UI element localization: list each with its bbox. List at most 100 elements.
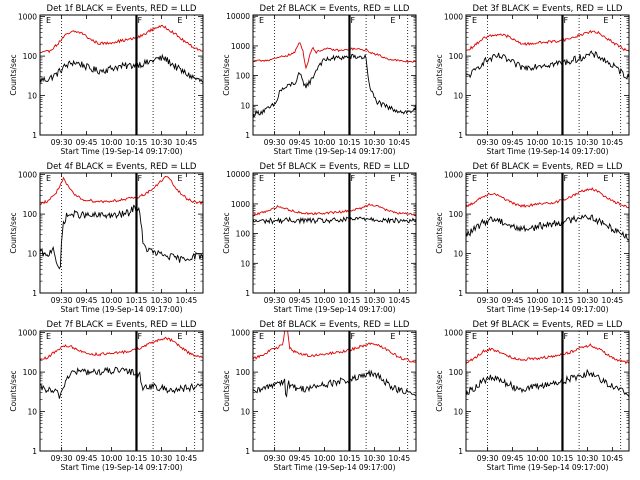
- x-axis-label: Start Time (19-Sep-14 09:17:00): [61, 147, 183, 156]
- series-line-lld: [253, 204, 416, 216]
- panel-title: Det 3f BLACK = Events, RED = LLD: [473, 4, 623, 14]
- x-tick-label: 09:30: [264, 296, 286, 305]
- y-tick-label: 100: [236, 230, 251, 239]
- x-tick-label: 10:15: [339, 138, 361, 147]
- y-tick-label: 100: [449, 210, 464, 219]
- plot-frame: [466, 331, 629, 451]
- y-tick-label: 10: [27, 408, 37, 417]
- x-tick-label: 10:00: [527, 138, 549, 147]
- x-axis-label: Start Time (19-Sep-14 09:17:00): [487, 463, 609, 472]
- x-tick-label: 09:45: [76, 454, 98, 463]
- y-tick-label: 1: [245, 289, 250, 298]
- y-tick-label: 1: [32, 447, 37, 456]
- y-axis-label: Counts/sec: [435, 54, 444, 95]
- series-line-lld: [466, 188, 629, 208]
- event-marker-label: E: [603, 332, 608, 341]
- panel-1: Det 1f BLACK = Events, RED = LLD E F E 09:30…: [9, 4, 203, 156]
- plot-frame: [40, 331, 203, 451]
- x-tick-label: 09:45: [289, 296, 311, 305]
- panel-2: Det 2f BLACK = Events, RED = LLD E F E 09:30…: [222, 4, 416, 156]
- x-tick-label: 10:45: [389, 138, 411, 147]
- series-line-events: [253, 371, 416, 396]
- x-axis-label: Start Time (19-Sep-14 09:17:00): [274, 463, 396, 472]
- y-tick-label: 100: [449, 52, 464, 61]
- x-tick-label: 10:00: [101, 454, 123, 463]
- plot-frame: [466, 173, 629, 293]
- event-marker-label: E: [46, 16, 51, 25]
- y-axis-label: Counts/sec: [222, 54, 231, 95]
- event-marker-label: E: [472, 16, 477, 25]
- event-marker-label: F: [563, 16, 568, 25]
- y-tick-label: 10: [453, 408, 463, 417]
- x-tick-label: 10:45: [176, 138, 198, 147]
- y-tick-label: 10: [453, 250, 463, 259]
- x-axis-label: Start Time (19-Sep-14 09:17:00): [274, 305, 396, 314]
- x-tick-label: 10:15: [552, 296, 574, 305]
- y-tick-label: 1000: [231, 200, 250, 209]
- y-tick-label: 1: [245, 447, 250, 456]
- x-tick-label: 10:45: [602, 454, 624, 463]
- series-line-events: [253, 217, 416, 223]
- x-tick-label: 09:45: [502, 454, 524, 463]
- event-marker-label: E: [390, 174, 395, 183]
- x-tick-label: 10:30: [364, 296, 386, 305]
- x-tick-label: 10:30: [151, 138, 173, 147]
- series-line-events: [466, 215, 629, 240]
- y-tick-label: 1000: [231, 329, 250, 338]
- x-tick-label: 10:00: [527, 454, 549, 463]
- x-tick-label: 09:30: [477, 296, 499, 305]
- y-tick-label: 1: [458, 447, 463, 456]
- y-tick-label: 10000: [226, 170, 250, 179]
- y-tick-label: 10: [453, 92, 463, 101]
- event-marker-label: E: [177, 174, 182, 183]
- event-marker-label: E: [603, 174, 608, 183]
- x-axis-label: Start Time (19-Sep-14 09:17:00): [61, 463, 183, 472]
- y-tick-label: 100: [449, 368, 464, 377]
- x-tick-label: 09:30: [264, 138, 286, 147]
- x-tick-label: 10:30: [577, 296, 599, 305]
- panel-3: Det 3f BLACK = Events, RED = LLD E F E 09:30…: [435, 4, 629, 156]
- panel-title: Det 8f BLACK = Events, RED = LLD: [260, 320, 410, 330]
- y-tick-label: 100: [236, 72, 251, 81]
- y-tick-label: 1: [458, 131, 463, 140]
- y-tick-label: 1: [32, 289, 37, 298]
- event-marker-label: F: [350, 16, 355, 25]
- y-axis-label: Counts/sec: [9, 370, 18, 411]
- x-axis-label: Start Time (19-Sep-14 09:17:00): [487, 305, 609, 314]
- plot-frame: [466, 15, 629, 135]
- y-tick-label: 1: [458, 289, 463, 298]
- series-line-events: [466, 370, 629, 397]
- y-tick-label: 10: [240, 101, 250, 110]
- series-line-events: [40, 205, 203, 268]
- y-tick-label: 1000: [444, 13, 463, 22]
- plot-frame: [253, 15, 416, 135]
- y-axis-label: Counts/sec: [222, 370, 231, 411]
- y-tick-label: 1: [32, 131, 37, 140]
- x-tick-label: 09:30: [477, 138, 499, 147]
- event-marker-label: F: [563, 332, 568, 341]
- y-axis-label: Counts/sec: [435, 212, 444, 253]
- event-marker-label: F: [137, 16, 142, 25]
- panel-title: Det 7f BLACK = Events, RED = LLD: [47, 320, 197, 330]
- x-tick-label: 09:45: [289, 138, 311, 147]
- x-tick-label: 10:30: [577, 454, 599, 463]
- x-tick-label: 10:30: [151, 296, 173, 305]
- y-axis-label: Counts/sec: [9, 54, 18, 95]
- series-line-events: [253, 54, 416, 116]
- x-tick-label: 09:30: [51, 296, 73, 305]
- x-tick-label: 10:45: [389, 296, 411, 305]
- x-tick-label: 10:00: [101, 296, 123, 305]
- panel-title: Det 9f BLACK = Events, RED = LLD: [473, 320, 623, 330]
- x-tick-label: 09:30: [264, 454, 286, 463]
- panel-6: Det 6f BLACK = Events, RED = LLD E F E 09:30…: [435, 162, 629, 314]
- event-marker-label: E: [603, 16, 608, 25]
- event-marker-label: F: [563, 174, 568, 183]
- y-tick-label: 1000: [18, 171, 37, 180]
- event-marker-label: E: [472, 332, 477, 341]
- x-tick-label: 10:00: [314, 454, 336, 463]
- y-tick-label: 100: [23, 52, 38, 61]
- y-tick-label: 1000: [444, 329, 463, 338]
- y-tick-label: 1000: [231, 42, 250, 51]
- y-tick-label: 1: [245, 131, 250, 140]
- x-tick-label: 09:45: [502, 296, 524, 305]
